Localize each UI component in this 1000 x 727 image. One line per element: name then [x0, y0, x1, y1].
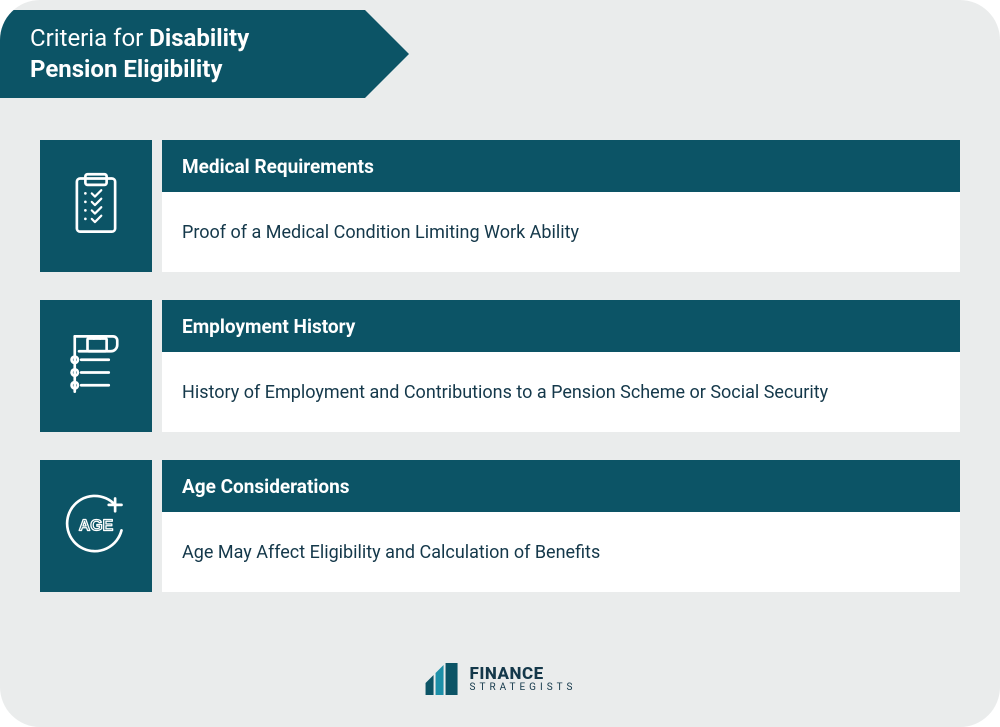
title-part-3: Pension Eligibility	[30, 55, 222, 83]
icon-box: AGE	[40, 460, 152, 592]
item-title: Medical Requirements	[162, 140, 960, 192]
age-icon: AGE	[62, 490, 130, 562]
footer-logo: FINANCE STRATEGISTS	[424, 661, 577, 697]
title-part-1: Criteria for	[30, 24, 149, 52]
logo-text: FINANCE STRATEGISTS	[470, 666, 577, 693]
icon-box	[40, 300, 152, 432]
content-box: Employment History History of Employment…	[162, 300, 960, 432]
page-title: Criteria for Disability Pension Eligibil…	[30, 23, 249, 85]
content-box: Age Considerations Age May Affect Eligib…	[162, 460, 960, 592]
item-title: Age Considerations	[162, 460, 960, 512]
brand-tagline: STRATEGISTS	[470, 683, 577, 693]
criteria-item-employment: Employment History History of Employment…	[40, 300, 960, 432]
employment-history-icon	[62, 330, 130, 402]
criteria-item-medical: Medical Requirements Proof of a Medical …	[40, 140, 960, 272]
title-banner: Criteria for Disability Pension Eligibil…	[0, 10, 365, 98]
criteria-list: Medical Requirements Proof of a Medical …	[40, 140, 960, 592]
criteria-item-age: AGE Age Considerations Age May Affect El…	[40, 460, 960, 592]
logo-mark-icon	[424, 661, 460, 697]
item-body: Age May Affect Eligibility and Calculati…	[162, 512, 960, 592]
item-body: History of Employment and Contributions …	[162, 352, 960, 432]
content-box: Medical Requirements Proof of a Medical …	[162, 140, 960, 272]
icon-box	[40, 140, 152, 272]
item-body: Proof of a Medical Condition Limiting Wo…	[162, 192, 960, 272]
infographic-canvas: Criteria for Disability Pension Eligibil…	[0, 0, 1000, 727]
svg-text:AGE: AGE	[79, 517, 114, 534]
title-part-2: Disability	[149, 24, 249, 52]
brand-name: FINANCE	[470, 666, 577, 683]
item-title: Employment History	[162, 300, 960, 352]
clipboard-icon	[62, 170, 130, 242]
